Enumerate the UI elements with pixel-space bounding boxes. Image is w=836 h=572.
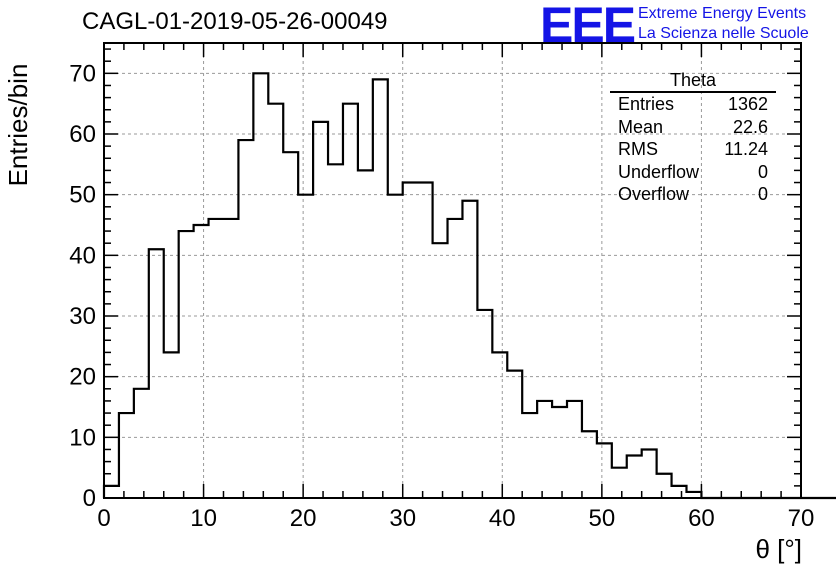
eee-logo-text: Extreme Energy Events La Scienza nelle S… (638, 4, 809, 44)
stats-label: Underflow (618, 161, 700, 182)
histogram-bin (119, 413, 134, 498)
stats-row-entries: Entries 1362 (610, 93, 776, 116)
stats-row-mean: Mean 22.6 (610, 116, 776, 139)
x-tick-label: 0 (97, 505, 110, 532)
histogram-bin (537, 401, 552, 498)
stats-value: 1362 (727, 94, 768, 114)
histogram-bin (433, 243, 448, 498)
histogram-bin (627, 456, 642, 498)
histogram-bin (657, 474, 672, 498)
x-tick-label: 70 (788, 505, 815, 532)
histogram-bin (343, 104, 358, 498)
histogram-bin (567, 401, 582, 498)
histogram-bin (283, 152, 298, 498)
x-tick-label: 60 (688, 505, 715, 532)
x-tick-label: 40 (489, 505, 516, 532)
stats-label: Overflow (618, 184, 690, 204)
histogram-bin (164, 352, 179, 498)
stats-label: Entries (618, 94, 675, 114)
stats-box: Theta Entries 1362 Mean 22.6 RMS 11.24 Unde… (610, 70, 776, 206)
stats-label: Mean (618, 116, 664, 137)
y-tick-label: 10 (69, 424, 96, 451)
y-tick-label: 20 (69, 364, 96, 391)
stats-label: RMS (618, 139, 658, 159)
stats-value: 0 (757, 161, 768, 182)
logo-line-2: La Scienza nelle Scuole (638, 25, 809, 42)
eee-logo-mark: EEE (540, 0, 636, 53)
histogram-bin (612, 468, 627, 498)
y-tick-label: 70 (69, 60, 96, 87)
histogram-bin (223, 219, 238, 498)
y-tick-label: 0 (83, 485, 96, 512)
histogram-bin (552, 407, 567, 498)
histogram-bin (149, 249, 164, 498)
y-tick-label: 60 (69, 121, 96, 148)
histogram-bin (268, 104, 283, 498)
y-tick-label: 40 (69, 242, 96, 269)
histogram-bin (418, 183, 433, 498)
y-tick-label: 30 (69, 303, 96, 330)
histogram-bin (298, 195, 313, 498)
histogram-bin (477, 310, 492, 498)
histogram-bin (522, 413, 537, 498)
x-tick-label: 10 (190, 505, 217, 532)
x-tick-label: 30 (389, 505, 416, 532)
histogram-bin (313, 122, 328, 498)
stats-value: 11.24 (724, 139, 768, 159)
histogram-bin (209, 219, 224, 498)
histogram-bin (462, 201, 477, 498)
histogram-bin (492, 352, 507, 498)
histogram-bin (194, 225, 209, 498)
histogram-bin (507, 371, 522, 498)
y-tick-label: 50 (69, 182, 96, 209)
histogram-bin (179, 231, 194, 498)
histogram-bin (642, 449, 657, 498)
x-tick-label: 20 (290, 505, 317, 532)
stats-row-underflow: Underflow 0 (610, 161, 776, 184)
y-axis-label: Entries/bin (3, 63, 33, 187)
histogram-bin (597, 443, 612, 498)
histogram-bin (403, 183, 418, 498)
stats-value: 22.6 (732, 116, 768, 137)
plot-frame (103, 42, 802, 499)
chart-title: CAGL-01-2019-05-26-00049 (82, 8, 388, 35)
histogram-bin (388, 195, 403, 498)
x-tick-label: 50 (589, 505, 616, 532)
logo-line-1: Extreme Energy Events (638, 5, 807, 22)
histogram-bin (104, 486, 119, 498)
histogram-bin (134, 389, 149, 498)
stats-box-title: Theta (610, 70, 776, 93)
histogram-bin (358, 170, 373, 498)
histogram-bin (373, 79, 388, 498)
histogram-bin (238, 140, 253, 498)
histogram-bin (672, 486, 687, 498)
histogram-bin (253, 73, 268, 498)
stats-row-overflow: Overflow 0 (610, 183, 776, 206)
stats-value: 0 (757, 184, 768, 204)
histogram-bin (328, 164, 343, 498)
histogram-bin (448, 219, 463, 498)
stats-row-rms: RMS 11.24 (610, 138, 776, 161)
x-axis-label: θ [°] (755, 534, 802, 564)
histogram-bin (582, 431, 597, 498)
